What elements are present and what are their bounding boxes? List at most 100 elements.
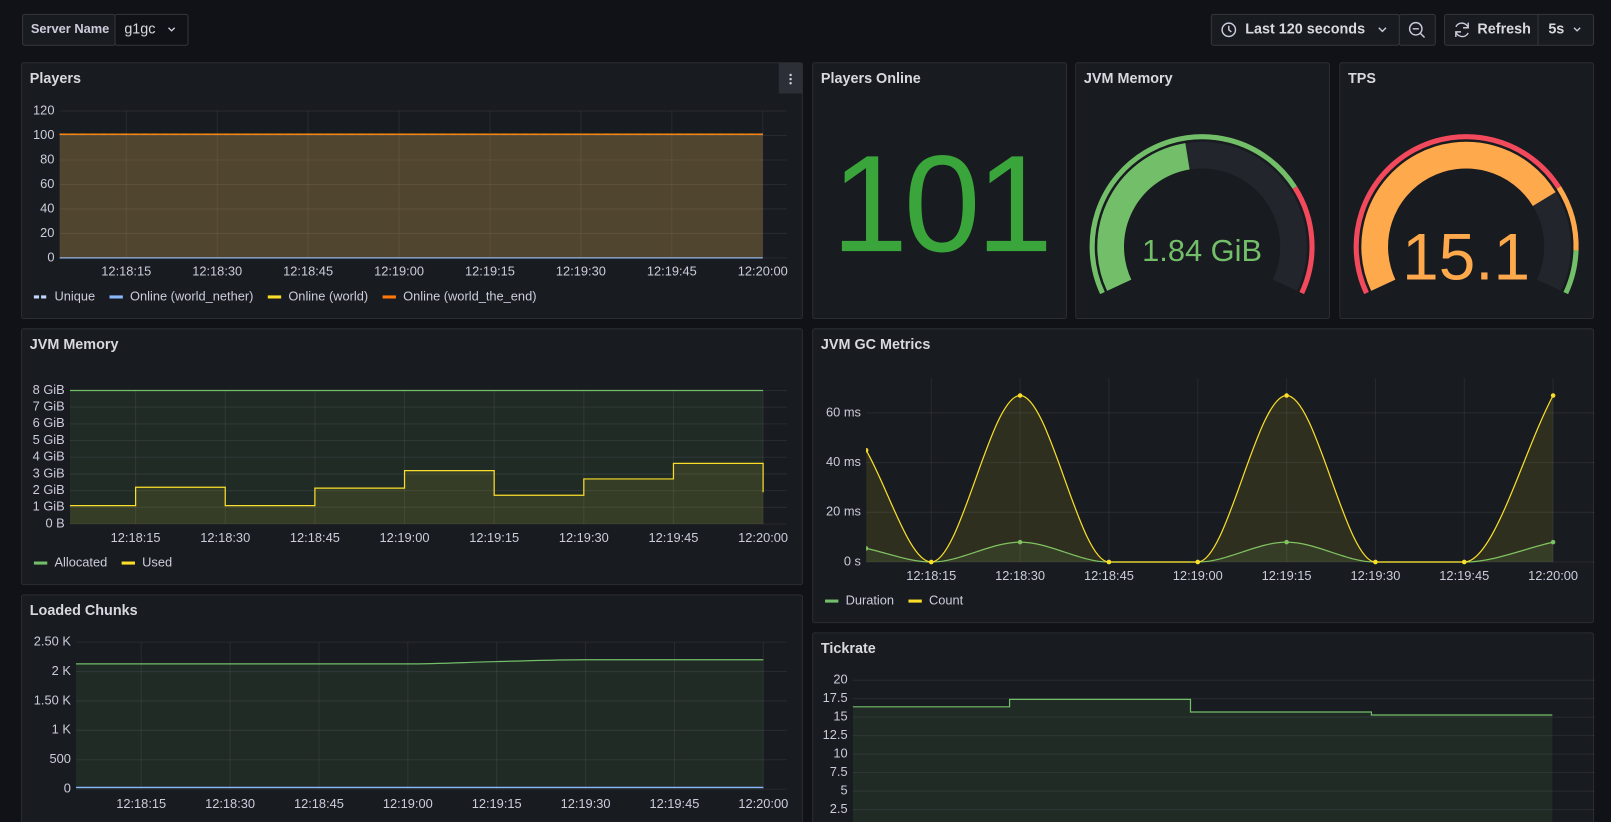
x-tick-label: 12:18:30 bbox=[192, 264, 242, 279]
y-tick-label: 1 K bbox=[52, 722, 72, 737]
x-tick-label: 12:18:30 bbox=[995, 568, 1045, 583]
refresh-button[interactable]: Refresh bbox=[1477, 22, 1531, 38]
data-point bbox=[1284, 539, 1289, 545]
series-area bbox=[866, 542, 1554, 563]
data-point bbox=[1284, 393, 1289, 398]
series-layer bbox=[59, 133, 763, 259]
data-point bbox=[929, 559, 934, 565]
panel-frame bbox=[1339, 62, 1595, 320]
y-tick-label: 4 GiB bbox=[33, 449, 65, 464]
y-tick-label: 12.5 bbox=[823, 727, 848, 742]
x-tick-label: 12:20:00 bbox=[738, 264, 788, 279]
chevron-icon bbox=[168, 27, 176, 32]
y-tick-label: 120 bbox=[33, 102, 54, 117]
time-range[interactable]: Last 120 seconds bbox=[1245, 22, 1365, 38]
y-tick-label: 20 bbox=[833, 672, 847, 687]
legend-label: Duration bbox=[846, 592, 895, 607]
panel-frame bbox=[21, 328, 803, 586]
y-tick-label: 0 B bbox=[45, 515, 64, 530]
x-tick-label: 12:18:15 bbox=[101, 264, 151, 279]
y-tick-label: 60 bbox=[40, 176, 54, 191]
panel-title: Loaded Chunks bbox=[30, 603, 138, 619]
panel-title: Players bbox=[30, 71, 81, 87]
data-point bbox=[1462, 559, 1467, 565]
panel: JVM Memory 1.84 GiB bbox=[1075, 62, 1330, 320]
x-tick-label: 12:19:30 bbox=[1350, 568, 1400, 583]
data-point bbox=[1017, 393, 1023, 398]
threshold-arc bbox=[1089, 134, 1297, 295]
panel-title: JVM Memory bbox=[1084, 71, 1173, 87]
series-area bbox=[69, 390, 764, 525]
stat-value: 101 bbox=[831, 127, 1048, 281]
chevron-icon bbox=[1378, 27, 1387, 33]
toolbar: Server Name g1gc Last 120 seconds Refres… bbox=[22, 13, 1595, 46]
y-tick-label: 40 ms bbox=[826, 454, 861, 469]
y-tick-label: 2.50 K bbox=[34, 634, 72, 649]
y-tick-label: 6 GiB bbox=[33, 415, 65, 430]
legend-label: Used bbox=[142, 554, 172, 569]
legend-label: Online (world_the_end) bbox=[403, 288, 536, 303]
y-tick-label: 1.50 K bbox=[34, 692, 72, 707]
zoom-icon bbox=[1408, 21, 1423, 36]
series-line bbox=[76, 659, 764, 665]
series-area bbox=[59, 134, 763, 258]
refresh-interval[interactable]: 5s bbox=[1548, 22, 1564, 38]
x-tick-label: 12:18:45 bbox=[290, 530, 340, 545]
y-tick-label: 0 s bbox=[844, 553, 861, 568]
x-tick-label: 12:19:15 bbox=[469, 530, 519, 545]
clock-hands bbox=[1228, 25, 1232, 33]
data-point bbox=[1017, 539, 1023, 545]
zoom-out-button[interactable] bbox=[1398, 13, 1436, 46]
panel: Players Online 101 bbox=[812, 62, 1067, 320]
series-layer bbox=[866, 393, 1556, 565]
x-tick-label: 12:19:00 bbox=[380, 530, 430, 545]
x-tick-label: 12:20:00 bbox=[1528, 568, 1578, 583]
series-area bbox=[59, 134, 763, 258]
clock-icon bbox=[1221, 22, 1237, 38]
threshold-arc bbox=[1556, 186, 1579, 251]
y-tick-label: 7.5 bbox=[830, 764, 848, 779]
legend-label: Online (world) bbox=[288, 288, 368, 303]
x-tick-label: 12:19:15 bbox=[1262, 568, 1312, 583]
y-tick-label: 10 bbox=[833, 746, 847, 761]
panel: Tickrate 2.5 5 7.5 10 12.5 15 17.5 20 bbox=[812, 632, 1595, 822]
y-tick-label: 100 bbox=[33, 127, 54, 142]
x-tick-label: 12:19:45 bbox=[648, 530, 698, 545]
y-tick-label: 60 ms bbox=[826, 404, 861, 419]
x-tick-label: 12:18:30 bbox=[205, 796, 255, 811]
x-tick-label: 12:19:00 bbox=[1173, 568, 1223, 583]
gauge-value: 1.84 GiB bbox=[1142, 233, 1262, 268]
data-point bbox=[1373, 559, 1378, 565]
y-tick-label: 3 GiB bbox=[33, 465, 65, 480]
gauge-value: 15.1 bbox=[1402, 219, 1530, 293]
panel-title: JVM GC Metrics bbox=[821, 337, 930, 353]
y-tick-label: 80 bbox=[40, 151, 54, 166]
series-area bbox=[76, 659, 764, 790]
y-tick-label: 2.5 bbox=[830, 801, 848, 816]
panel: JVM GC Metrics 0 s 20 ms 40 ms 60 ms 12:18:15… bbox=[812, 328, 1595, 624]
y-tick-label: 20 bbox=[40, 225, 54, 240]
variable-value[interactable]: g1gc bbox=[124, 22, 155, 38]
x-tick-label: 12:19:45 bbox=[647, 264, 697, 279]
threshold-arc bbox=[1353, 134, 1562, 295]
data-point bbox=[1550, 539, 1556, 545]
data-point bbox=[1550, 393, 1556, 398]
x-tick-label: 12:19:00 bbox=[374, 264, 424, 279]
panel-frame bbox=[1075, 62, 1330, 320]
legend-label: Allocated bbox=[54, 554, 107, 569]
y-tick-label: 40 bbox=[40, 200, 54, 215]
series-area bbox=[866, 395, 1554, 563]
y-tick-label: 17.5 bbox=[823, 690, 848, 705]
y-tick-label: 2 GiB bbox=[33, 482, 65, 497]
panel: Loaded Chunks 0 500 1 K 1.50 K 2 K 2.50 K 12:18… bbox=[21, 594, 803, 822]
variable-label: Server Name bbox=[31, 21, 109, 36]
variable-select[interactable] bbox=[114, 13, 189, 46]
zoom-icon-handle bbox=[1412, 28, 1426, 39]
y-tick-label: 1 GiB bbox=[33, 499, 65, 514]
x-tick-label: 12:18:45 bbox=[283, 264, 333, 279]
panel-title: JVM Memory bbox=[30, 337, 119, 353]
panel-frame bbox=[812, 328, 1595, 624]
